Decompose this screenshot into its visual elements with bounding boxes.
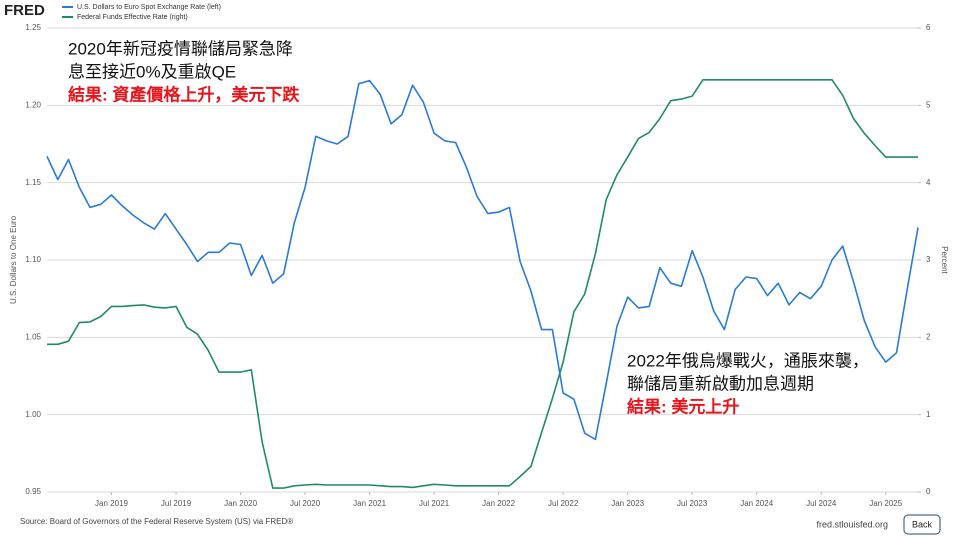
x-tick-label: Jul 2021 <box>419 499 450 508</box>
x-tick-label: Jul 2024 <box>806 499 837 508</box>
annotation: 2020年新冠疫情聯儲局緊急降 <box>68 39 293 58</box>
x-tick-label: Jul 2020 <box>290 499 321 508</box>
y2-tick-label: 1 <box>926 410 931 419</box>
x-tick-label: Jul 2022 <box>548 499 579 508</box>
y-tick-label: 1.25 <box>25 23 41 32</box>
y2-axis-label: Percent <box>940 246 949 274</box>
y-tick-label: 0.95 <box>25 487 41 496</box>
logo: FRED <box>4 2 45 19</box>
y2-tick-label: 6 <box>926 23 931 32</box>
x-tick-label: Jan 2024 <box>740 499 773 508</box>
x-tick-label: Jul 2019 <box>161 499 192 508</box>
x-tick-label: Jul 2023 <box>677 499 708 508</box>
x-tick-label: Jan 2022 <box>482 499 515 508</box>
y-tick-label: 1.15 <box>25 178 41 187</box>
annotation: 結果: 資產價格上升，美元下跌 <box>68 84 300 104</box>
y2-tick-label: 5 <box>926 100 931 109</box>
source: Source: Board of Governors of the Federa… <box>20 517 293 526</box>
back-label[interactable]: Back <box>912 519 933 529</box>
y-tick-label: 1.20 <box>25 100 41 109</box>
x-tick-label: Jan 2019 <box>95 499 128 508</box>
x-tick-label: Jan 2025 <box>869 499 902 508</box>
series-line <box>47 79 918 489</box>
site: fred.stlouisfed.org <box>816 519 888 529</box>
series-line <box>46 79 919 441</box>
back-button[interactable] <box>903 514 941 535</box>
x-tick-label: Jan 2021 <box>353 499 386 508</box>
y-tick-label: 1.10 <box>25 255 41 264</box>
legend-label: Federal Funds Effective Rate (right) <box>77 14 188 21</box>
y2-tick-label: 4 <box>926 178 931 187</box>
y-tick-label: 1.00 <box>25 410 41 419</box>
y-tick-label: 1.05 <box>25 332 41 341</box>
y2-tick-label: 2 <box>926 332 931 341</box>
y2-tick-label: 3 <box>926 255 931 264</box>
annotation: 2022年俄烏爆戰火，通脹來襲， <box>627 351 869 370</box>
legend-label: U.S. Dollars to Euro Spot Exchange Rate … <box>77 4 221 11</box>
x-tick-label: Jan 2023 <box>611 499 644 508</box>
annotation: 結果: 美元上升 <box>627 396 739 416</box>
y-axis-label: U.S. Dollars to One Euro <box>9 215 18 304</box>
annotation: 息至接近0%及重啟QE <box>68 62 236 81</box>
y2-tick-label: 0 <box>926 487 931 496</box>
x-tick-label: Jan 2020 <box>224 499 257 508</box>
annotation: 聯儲局重新啟動加息週期 <box>627 374 814 393</box>
